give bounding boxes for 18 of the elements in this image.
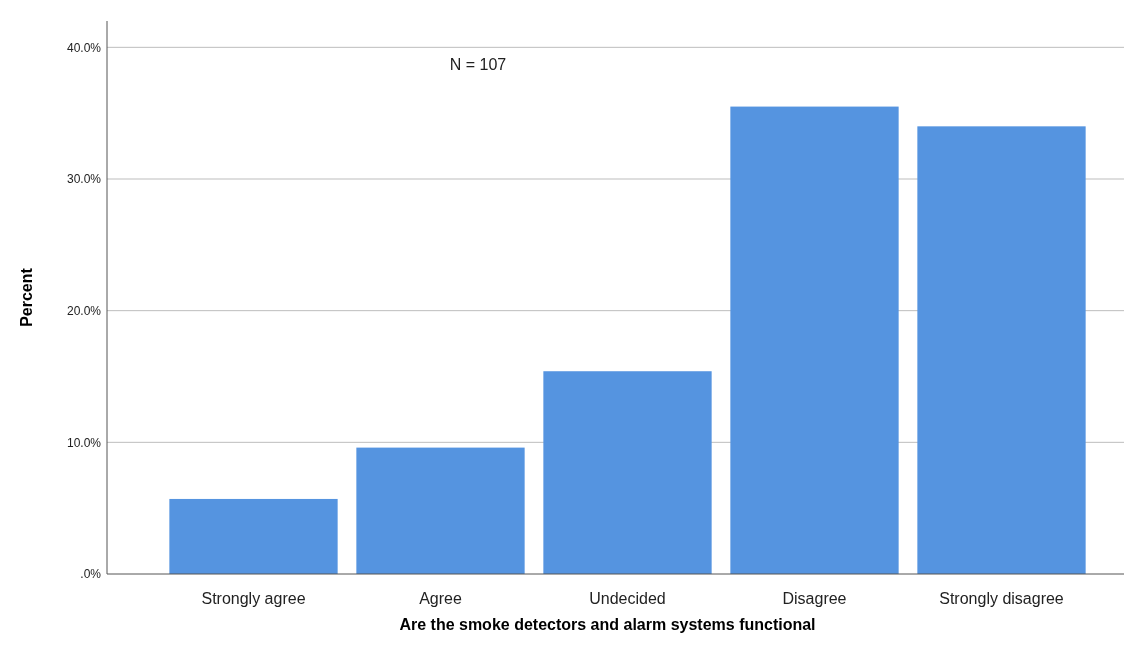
y-tick-label: .0% bbox=[80, 567, 102, 582]
x-tick-label: Disagree bbox=[782, 590, 847, 607]
bar bbox=[543, 371, 712, 574]
y-tick-label: 40.0% bbox=[66, 40, 102, 55]
bar bbox=[356, 447, 525, 574]
annotation: N = 107 bbox=[449, 56, 507, 73]
bar bbox=[730, 106, 899, 574]
y-axis-title: Percent bbox=[18, 267, 35, 327]
y-tick-label: 20.0% bbox=[66, 303, 102, 318]
x-tick-label: Strongly disagree bbox=[939, 590, 1064, 607]
x-tick-label: Agree bbox=[419, 590, 462, 607]
y-tick-label: 10.0% bbox=[66, 435, 102, 450]
bar bbox=[169, 498, 338, 574]
x-tick-label: Undecided bbox=[589, 590, 666, 607]
x-tick-label: Strongly agree bbox=[201, 590, 306, 607]
bar bbox=[917, 126, 1086, 574]
x-axis-title: Are the smoke detectors and alarm systems functional bbox=[399, 616, 816, 633]
y-tick-label: 30.0% bbox=[66, 172, 102, 187]
